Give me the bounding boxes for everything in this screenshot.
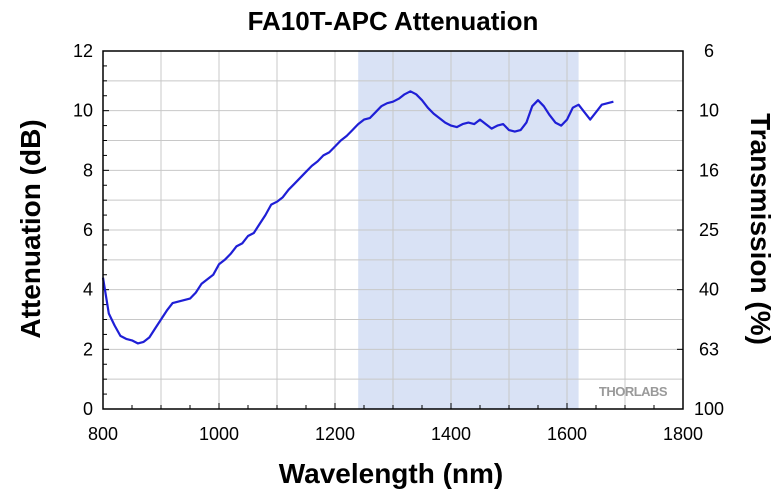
x-tick-label: 1600 [547,424,587,444]
y2-tick-label: 6 [704,41,714,61]
x-tick-label: 1200 [315,424,355,444]
y2-axis-label: Transmission (%) [745,113,776,345]
chart-title: FA10T-APC Attenuation [248,6,539,36]
y-tick-labels: 0 2 4 6 8 10 12 [73,41,93,419]
y-tick-label: 8 [83,160,93,180]
x-axis-label: Wavelength (nm) [279,458,504,489]
y-tick-label: 0 [83,399,93,419]
y-tick-label: 10 [73,101,93,121]
plot-frame [102,50,684,410]
y-axis-label: Attenuation (dB) [15,119,46,338]
series-line [101,90,614,345]
x-tick-label: 1400 [431,424,471,444]
y2-tick-labels: 100 63 40 25 16 10 6 [694,41,724,419]
grid-lines [103,51,683,409]
x-tick-label: 800 [88,424,118,444]
y-tick-label: 2 [83,339,93,359]
y-tick-label: 4 [83,280,93,300]
y2-tick-label: 40 [699,280,719,300]
x-tick-label: 1800 [663,424,703,444]
y2-tick-label: 100 [694,399,724,419]
x-tick-label: 1000 [199,424,239,444]
y2-tick-label: 10 [699,101,719,121]
x-tick-labels: 800 1000 1200 1400 1600 1800 [88,424,703,444]
thorlabs-logo: THORLABS [599,384,668,399]
y-tick-label: 12 [73,41,93,61]
y2-tick-label: 25 [699,220,719,240]
y2-tick-label: 63 [699,339,719,359]
y2-tick-label: 16 [699,160,719,180]
y-tick-label: 6 [83,220,93,240]
